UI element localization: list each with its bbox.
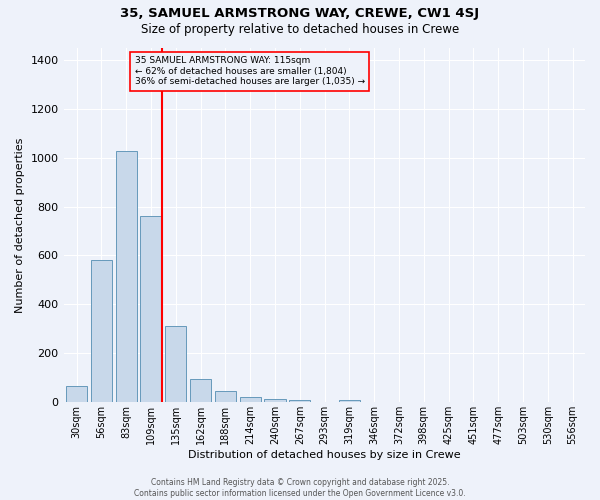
Bar <box>239 396 261 402</box>
Bar <box>165 326 187 402</box>
Bar <box>190 379 211 402</box>
Bar <box>215 392 236 402</box>
Text: Contains HM Land Registry data © Crown copyright and database right 2025.
Contai: Contains HM Land Registry data © Crown c… <box>134 478 466 498</box>
Bar <box>66 386 87 402</box>
Text: Size of property relative to detached houses in Crewe: Size of property relative to detached ho… <box>141 22 459 36</box>
Bar <box>116 152 137 402</box>
Text: 35 SAMUEL ARMSTRONG WAY: 115sqm
← 62% of detached houses are smaller (1,804)
36%: 35 SAMUEL ARMSTRONG WAY: 115sqm ← 62% of… <box>134 56 365 86</box>
Bar <box>289 400 310 402</box>
Bar <box>339 400 360 402</box>
Bar <box>140 216 161 402</box>
Text: 35, SAMUEL ARMSTRONG WAY, CREWE, CW1 4SJ: 35, SAMUEL ARMSTRONG WAY, CREWE, CW1 4SJ <box>121 8 479 20</box>
Y-axis label: Number of detached properties: Number of detached properties <box>15 137 25 312</box>
Bar <box>91 260 112 402</box>
Bar <box>265 398 286 402</box>
X-axis label: Distribution of detached houses by size in Crewe: Distribution of detached houses by size … <box>188 450 461 460</box>
